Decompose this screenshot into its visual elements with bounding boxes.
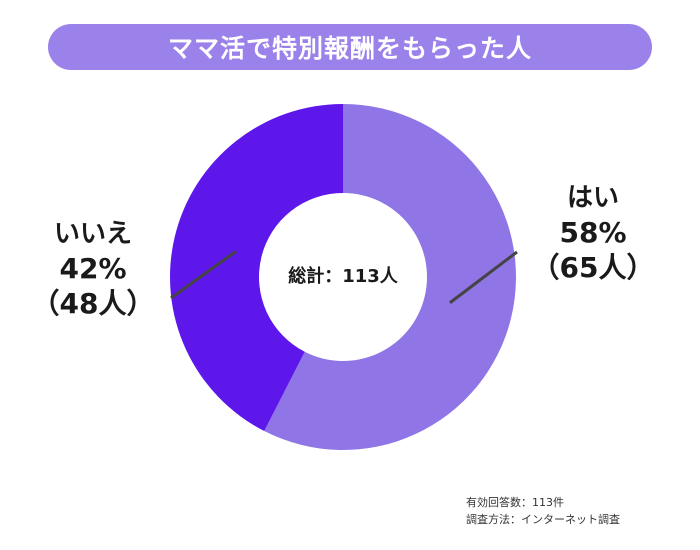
- footnote-respondents: 有効回答数：113件: [466, 496, 564, 509]
- label-yes: はい 58% （65人）: [518, 182, 668, 285]
- leader-line-yes: [449, 250, 518, 304]
- label-yes-count: （65人）: [531, 250, 655, 284]
- label-yes-name: はい: [566, 183, 619, 213]
- label-no-name: いいえ: [53, 219, 132, 249]
- leader-line-no: [170, 250, 237, 300]
- title-banner: ママ活で特別報酬をもらった人: [48, 24, 652, 70]
- label-no-percent: 42%: [59, 251, 127, 285]
- slice-yes: [264, 104, 517, 450]
- chart-title: ママ活で特別報酬をもらった人: [167, 34, 532, 63]
- label-yes-percent: 58%: [559, 215, 627, 249]
- footnote-method: 調査方法：インターネット調査: [466, 513, 620, 526]
- slice-no: [170, 104, 343, 432]
- label-no-count: （48人）: [31, 286, 155, 320]
- label-no: いいえ 42% （48人）: [18, 218, 168, 321]
- center-total-label: 総計：113人: [288, 266, 398, 287]
